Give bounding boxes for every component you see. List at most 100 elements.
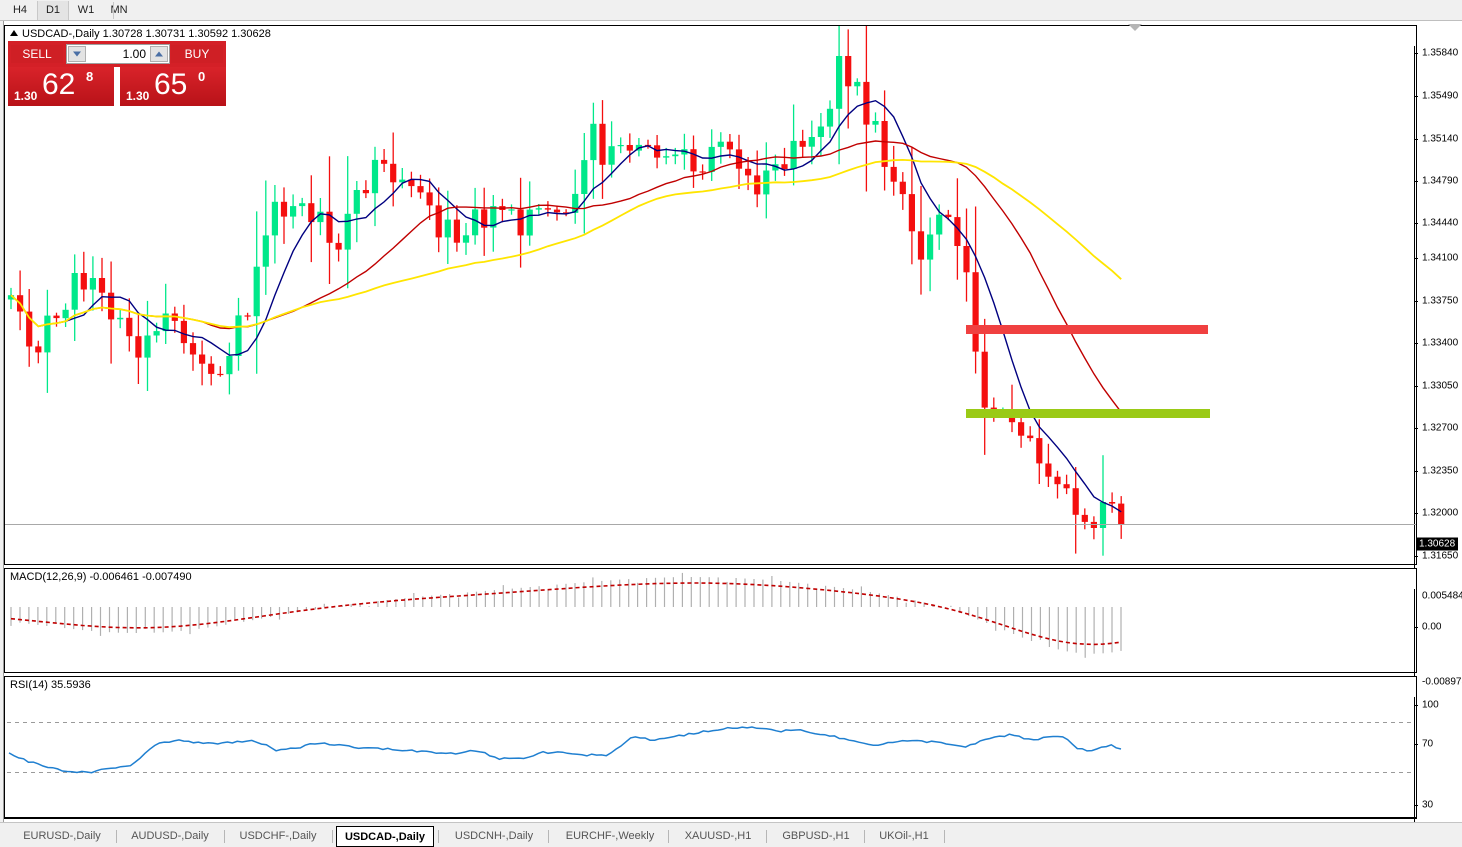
support-level-line[interactable]	[966, 409, 1210, 418]
rsi-axis-label: 70	[1422, 738, 1434, 750]
price-axis-label: 1.33050	[1422, 380, 1459, 392]
sell-price-fraction: 8	[86, 69, 94, 84]
price-axis-tick	[1414, 513, 1418, 514]
macd-title: MACD(12,26,9) -0.006461 -0.007490	[10, 571, 192, 583]
price-axis-rail	[1414, 46, 1415, 586]
rsi-pane[interactable]: RSI(14) 35.5936	[4, 676, 1417, 818]
symbol-tab-usdcnh[interactable]: USDCNH-,Daily	[454, 830, 534, 842]
price-axis-label: 1.34100	[1422, 252, 1459, 264]
rsi-axis-rail	[1414, 697, 1415, 839]
macd-axis: 0.005484 0.00 -0.008973	[1414, 589, 1462, 694]
rsi-axis: 10070300	[1414, 697, 1462, 839]
price-axis-tick	[1414, 386, 1418, 387]
symbol-tab-divider	[224, 830, 225, 843]
resistance-level-line[interactable]	[966, 325, 1208, 334]
buy-price-main: 65	[154, 68, 188, 101]
price-chart-canvas	[7, 26, 1125, 556]
price-axis-tick	[1414, 139, 1418, 140]
symbol-tab-ukoil[interactable]: UKOil-,H1	[879, 830, 929, 842]
candlestick-series	[7, 26, 1125, 556]
price-axis-label: 1.35140	[1422, 133, 1459, 145]
price-pane[interactable]: USDCAD-,Daily 1.30728 1.30731 1.30592 1.…	[4, 25, 1417, 565]
oct-header: SELL 1.00 BUY	[8, 41, 226, 67]
chart-area: USDCAD-,Daily 1.30728 1.30731 1.30592 1.…	[0, 21, 1462, 839]
price-axis-label: 1.33400	[1422, 337, 1459, 349]
symbol-tab-divider	[864, 830, 865, 843]
buy-price-fraction: 0	[198, 69, 206, 84]
volume-increment-button[interactable]	[150, 46, 168, 62]
macd-axis-label: 0.005484	[1422, 590, 1462, 602]
current-price-line	[5, 524, 1416, 525]
price-axis-label: 1.34790	[1422, 175, 1459, 187]
rsi-axis-label: 100	[1422, 699, 1439, 711]
symbol-tab-divider	[332, 830, 333, 843]
symbol-tab-bar[interactable]: EURUSD-,Daily AUDUSD-,Daily USDCHF-,Daily U…	[0, 822, 1462, 847]
price-axis-tick	[1414, 343, 1418, 344]
symbol-tab-xauusd[interactable]: XAUUSD-,H1	[684, 830, 752, 842]
price-axis-tick	[1414, 471, 1418, 472]
collapse-triangle-icon[interactable]	[10, 30, 18, 36]
buy-price-quote[interactable]: 1.30 65 0	[120, 67, 226, 106]
rsi-line	[8, 726, 1122, 774]
price-axis-label: 1.33750	[1422, 295, 1459, 307]
volume-value: 1.00	[122, 47, 146, 61]
price-axis-label: 1.34440	[1422, 217, 1459, 229]
macd-histogram	[10, 572, 1122, 658]
timeframe-d1[interactable]: D1	[37, 1, 69, 20]
price-axis[interactable]: 1.35840 1.35490 1.35140 1.34790 1.34440 1.341…	[1414, 46, 1462, 586]
sell-price-main: 62	[42, 68, 76, 101]
timeframe-toolbar: H4 D1 W1 MN	[0, 0, 1462, 21]
macd-signal-line	[10, 582, 1122, 646]
price-axis-tick	[1414, 223, 1418, 224]
rsi-title: RSI(14) 35.5936	[10, 679, 91, 691]
rsi-axis-label: 30	[1422, 799, 1434, 811]
macd-canvas	[10, 572, 1122, 658]
price-axis-label: 1.32350	[1422, 465, 1459, 477]
symbol-tab-gbpusd[interactable]: GBPUSD-,H1	[782, 830, 850, 842]
symbol-tab-eurchf[interactable]: EURCHF-,Weekly	[565, 830, 655, 842]
buy-button[interactable]: BUY	[171, 45, 223, 63]
rsi-axis-tick	[1414, 805, 1418, 806]
timeframe-h4[interactable]: H4	[12, 4, 28, 16]
pane-left-gutter	[0, 21, 4, 822]
symbol-tab-usdcad[interactable]: USDCAD-,Daily	[336, 826, 434, 847]
chart-symbol-header: USDCAD-,Daily 1.30728 1.30731 1.30592 1.…	[10, 28, 271, 40]
chart-scroll-marker-icon[interactable]	[1128, 24, 1142, 31]
timeframe-mn[interactable]: MN	[110, 4, 128, 16]
rsi-canvas	[7, 722, 1414, 774]
toolbar-divider	[113, 2, 114, 19]
sell-button[interactable]: SELL	[11, 45, 63, 63]
price-axis-label: 1.35490	[1422, 90, 1459, 102]
rsi-axis-tick	[1414, 705, 1418, 706]
symbol-tab-divider	[548, 830, 549, 843]
current-price-tag: 1.30628	[1416, 537, 1459, 551]
macd-axis-label: 0.00	[1422, 621, 1442, 633]
symbol-tab-audusd[interactable]: AUDUSD-,Daily	[131, 830, 209, 842]
price-axis-tick	[1414, 428, 1418, 429]
price-axis-tick	[1414, 53, 1418, 54]
volume-input[interactable]: 1.00	[66, 44, 170, 64]
symbol-tab-divider	[668, 830, 669, 843]
symbol-tab-divider	[116, 830, 117, 843]
macd-axis-tick	[1414, 627, 1418, 628]
moving-average-series	[10, 99, 1122, 513]
timeframe-w1[interactable]: W1	[77, 4, 95, 16]
price-axis-label: 1.35840	[1422, 47, 1459, 59]
price-axis-tick	[1414, 258, 1418, 259]
rsi-axis-tick	[1414, 744, 1418, 745]
volume-decrement-button[interactable]	[68, 46, 86, 62]
price-axis-tick	[1414, 181, 1418, 182]
price-axis-tick	[1414, 301, 1418, 302]
chevron-down-icon	[73, 51, 81, 57]
macd-axis-label: -0.008973	[1422, 676, 1462, 688]
symbol-tab-divider	[766, 830, 767, 843]
buy-price-prefix: 1.30	[126, 89, 150, 103]
symbol-tab-eurusd[interactable]: EURUSD-,Daily	[23, 830, 101, 842]
macd-pane[interactable]: MACD(12,26,9) -0.006461 -0.007490	[4, 568, 1417, 673]
one-click-trading-panel[interactable]: SELL 1.00 BUY 1.30 62 8 1.30 65 0	[8, 41, 226, 106]
sell-price-quote[interactable]: 1.30 62 8	[8, 67, 114, 106]
symbol-tab-usdchf[interactable]: USDCHF-,Daily	[239, 830, 317, 842]
sell-price-prefix: 1.30	[14, 89, 38, 103]
price-axis-label: 1.32700	[1422, 422, 1459, 434]
